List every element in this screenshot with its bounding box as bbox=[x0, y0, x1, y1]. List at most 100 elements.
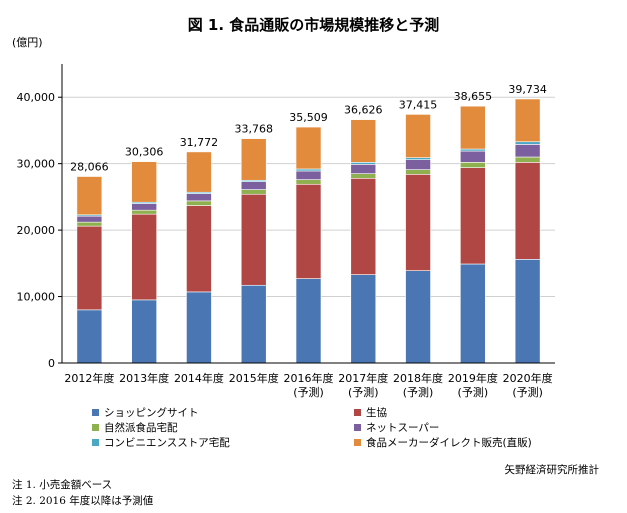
bar-segment bbox=[186, 151, 212, 193]
x-tick-label: 2013年度 bbox=[119, 371, 169, 385]
footnote-1: 注 1. 小売金額ベース bbox=[12, 479, 113, 491]
bar-segment bbox=[240, 284, 267, 364]
bar-segment bbox=[76, 309, 103, 364]
bar-segment bbox=[405, 159, 431, 170]
total-value-label: 31,772 bbox=[180, 136, 219, 149]
total-value-label: 30,306 bbox=[125, 146, 164, 159]
total-value-label: 36,626 bbox=[344, 104, 383, 117]
bar-segment bbox=[405, 169, 431, 175]
bar-segment bbox=[350, 177, 377, 275]
bar-segment bbox=[350, 274, 377, 364]
bar-segment bbox=[131, 203, 157, 211]
legend-item-natural-food: 自然派食品宅配 bbox=[92, 420, 178, 435]
y-tick-label: 30,000 bbox=[17, 158, 56, 171]
bar-segment bbox=[186, 205, 212, 293]
total-value-label: 35,509 bbox=[289, 111, 328, 124]
x-tick-sublabel: (予測) bbox=[512, 385, 543, 399]
bar-segment bbox=[514, 98, 541, 143]
legend-swatch bbox=[92, 409, 99, 416]
total-value-label: 28,066 bbox=[70, 161, 109, 174]
legend-swatch bbox=[92, 424, 99, 431]
bar-segment bbox=[514, 259, 541, 364]
legend-swatch bbox=[354, 409, 361, 416]
legend-label: 自然派食品宅配 bbox=[104, 422, 178, 434]
legend-item-coop: 生協 bbox=[354, 405, 387, 420]
bar-segment bbox=[295, 170, 322, 180]
legend-label: コンビニエンスストア宅配 bbox=[104, 437, 230, 449]
bar-segment bbox=[460, 167, 486, 265]
axes bbox=[58, 64, 555, 364]
total-value-label: 33,768 bbox=[234, 123, 273, 136]
bar-segment bbox=[514, 156, 541, 163]
bar-segment bbox=[460, 150, 486, 163]
y-tick-label: 10,000 bbox=[17, 291, 56, 304]
legend-item-maker-direct: 食品メーカーダイレクト販売(直販) bbox=[354, 435, 532, 450]
bar-segment bbox=[76, 225, 103, 311]
bar-segment bbox=[240, 193, 267, 286]
x-tick-sublabel: (予測) bbox=[293, 385, 324, 399]
x-tick-label: 2017年度 bbox=[338, 371, 388, 385]
labels: 0 10,000 20,000 30,000 40,000 28,066 2012年度 30,… bbox=[17, 83, 553, 399]
bar-segment bbox=[295, 126, 322, 170]
legend-swatch bbox=[92, 439, 99, 446]
bar-segment bbox=[76, 221, 103, 227]
bar-segment bbox=[131, 299, 157, 364]
y-tick-label: 0 bbox=[48, 357, 55, 370]
bar-segment bbox=[460, 162, 486, 168]
bar-segment bbox=[131, 213, 157, 301]
bar-segment bbox=[350, 173, 377, 179]
bar-segment bbox=[186, 193, 212, 202]
legend-swatch bbox=[354, 439, 361, 446]
bar-segment bbox=[295, 278, 322, 364]
bar-segment bbox=[131, 161, 157, 203]
bar-segment bbox=[240, 189, 267, 195]
bar-segment bbox=[350, 164, 377, 174]
bar-segment bbox=[76, 176, 103, 216]
legend-label: 食品メーカーダイレクト販売(直販) bbox=[366, 437, 532, 449]
bar-segment bbox=[514, 141, 541, 145]
y-tick-label: 20,000 bbox=[17, 224, 56, 237]
bar-segment bbox=[405, 114, 431, 158]
x-tick-label: 2014年度 bbox=[174, 371, 224, 385]
total-value-label: 38,655 bbox=[454, 90, 493, 103]
source-note: 矢野経済研究所推計 bbox=[504, 464, 600, 476]
legend-swatch bbox=[354, 424, 361, 431]
legend-item-convenience-store: コンビニエンスストア宅配 bbox=[92, 435, 230, 450]
y-tick-label: 40,000 bbox=[17, 91, 56, 104]
bar-segment bbox=[514, 144, 541, 158]
bar-segment bbox=[460, 263, 486, 364]
footnote-2: 注 2. 2016 年度以降は予測値 bbox=[12, 495, 154, 507]
total-value-label: 37,415 bbox=[399, 98, 438, 111]
legend-item-shopping-site: ショッピングサイト bbox=[92, 405, 199, 420]
bar-segment bbox=[350, 119, 377, 163]
x-tick-label: 2012年度 bbox=[64, 371, 114, 385]
y-axis-unit-label: (億円) bbox=[12, 36, 43, 49]
bar-segment bbox=[405, 270, 431, 364]
x-tick-label: 2020年度 bbox=[503, 371, 553, 385]
bar-segment bbox=[131, 209, 157, 215]
x-tick-sublabel: (予測) bbox=[403, 385, 434, 399]
legend-label: ショッピングサイト bbox=[104, 407, 199, 419]
bar-segment bbox=[295, 179, 322, 185]
legend-item-net-super: ネットスーパー bbox=[354, 420, 439, 435]
x-tick-label: 2019年度 bbox=[448, 371, 498, 385]
bar-segment bbox=[186, 200, 212, 206]
bars bbox=[76, 98, 541, 364]
x-tick-sublabel: (予測) bbox=[458, 385, 489, 399]
total-value-label: 39,734 bbox=[508, 83, 547, 96]
chart-title: 図 1. 食品通販の市場規模推移と予測 bbox=[187, 16, 440, 34]
x-tick-label: 2015年度 bbox=[229, 371, 279, 385]
bar-segment bbox=[186, 291, 212, 364]
x-tick-label: 2016年度 bbox=[284, 371, 334, 385]
x-tick-label: 2018年度 bbox=[393, 371, 443, 385]
legend-label: 生協 bbox=[366, 407, 387, 419]
bar-segment bbox=[405, 173, 431, 271]
bar-segment bbox=[460, 105, 486, 150]
bar-segment bbox=[295, 183, 322, 279]
x-tick-sublabel: (予測) bbox=[348, 385, 379, 399]
bar-segment bbox=[514, 162, 541, 260]
bar-segment bbox=[240, 181, 267, 190]
bar-segment bbox=[240, 138, 267, 181]
legend-label: ネットスーパー bbox=[366, 422, 440, 434]
